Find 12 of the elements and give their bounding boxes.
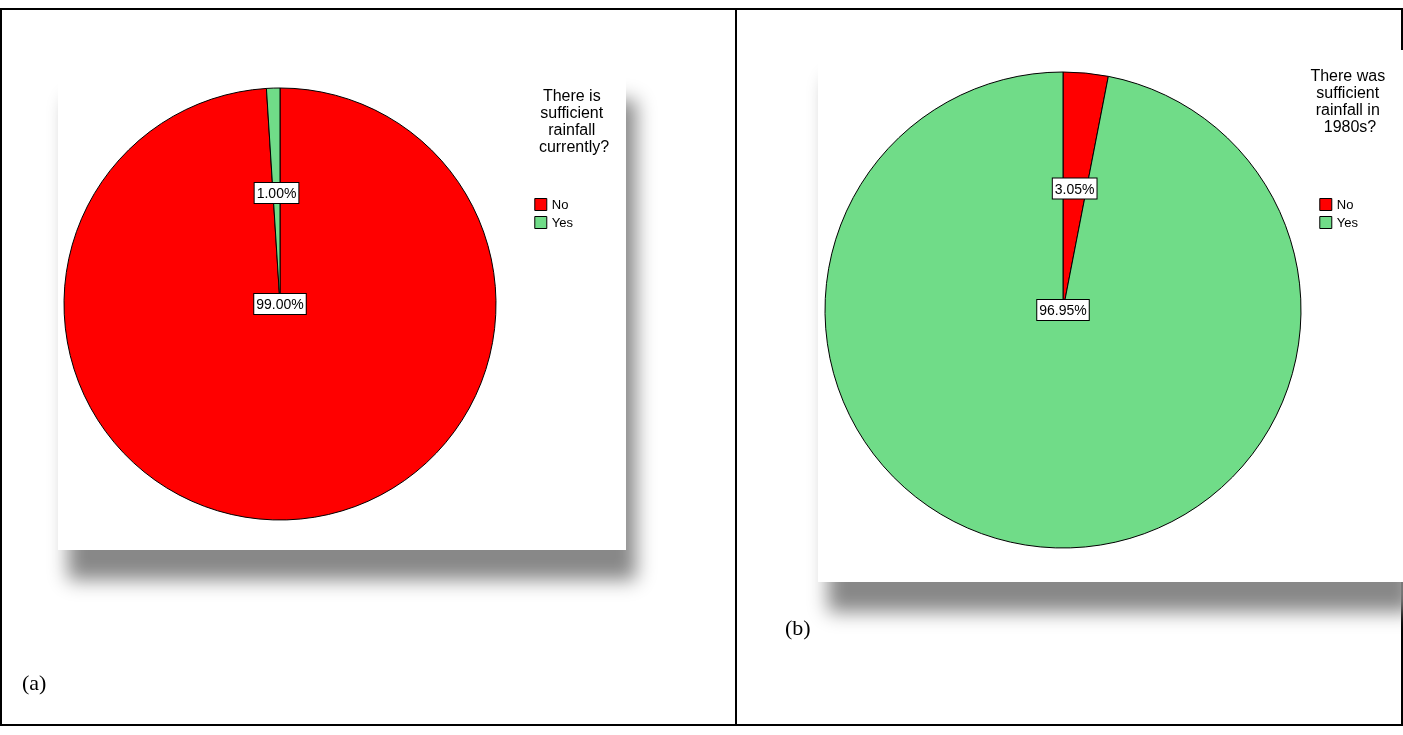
legend-title: There is sufficient rainfall currently? (538, 87, 610, 155)
legend-label: Yes (551, 215, 574, 230)
text: (a) (22, 670, 47, 696)
legend-title: There was sufficient rainfall in 1980s? (1310, 67, 1390, 135)
legend-label: No (551, 197, 569, 212)
data-label: 3.05% (1054, 180, 1095, 197)
legend-label: Yes (1336, 215, 1359, 230)
data-label: 99.00% (256, 296, 304, 312)
legend-label: No (1336, 197, 1354, 212)
data-label: 96.95% (1039, 302, 1087, 318)
data-label: 1.00% (256, 185, 297, 202)
text: (b) (785, 615, 811, 641)
